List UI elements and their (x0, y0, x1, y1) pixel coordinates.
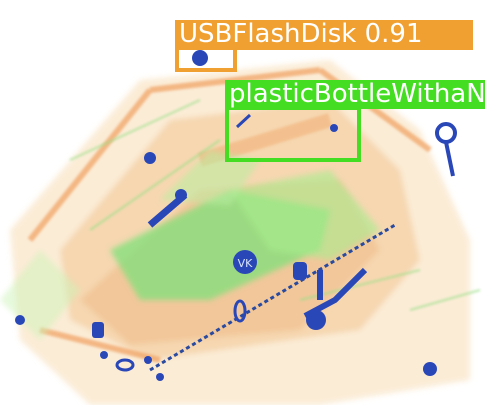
metal-rod (149, 223, 396, 372)
detection-score: 0.91 (364, 20, 423, 49)
detection-label-plastic-bottle: plasticBottleWithaNozzle (225, 80, 485, 109)
svg-text:VK: VK (238, 257, 254, 270)
detection-class: plasticBottleWithaNozzle (229, 80, 485, 109)
detection-class: USBFlashDisk (179, 20, 357, 49)
metal-items: VK (15, 50, 457, 381)
detection-label-usb-flash-disk: USBFlashDisk 0.91 (175, 20, 473, 50)
detection-box-plastic-bottle (225, 106, 361, 162)
